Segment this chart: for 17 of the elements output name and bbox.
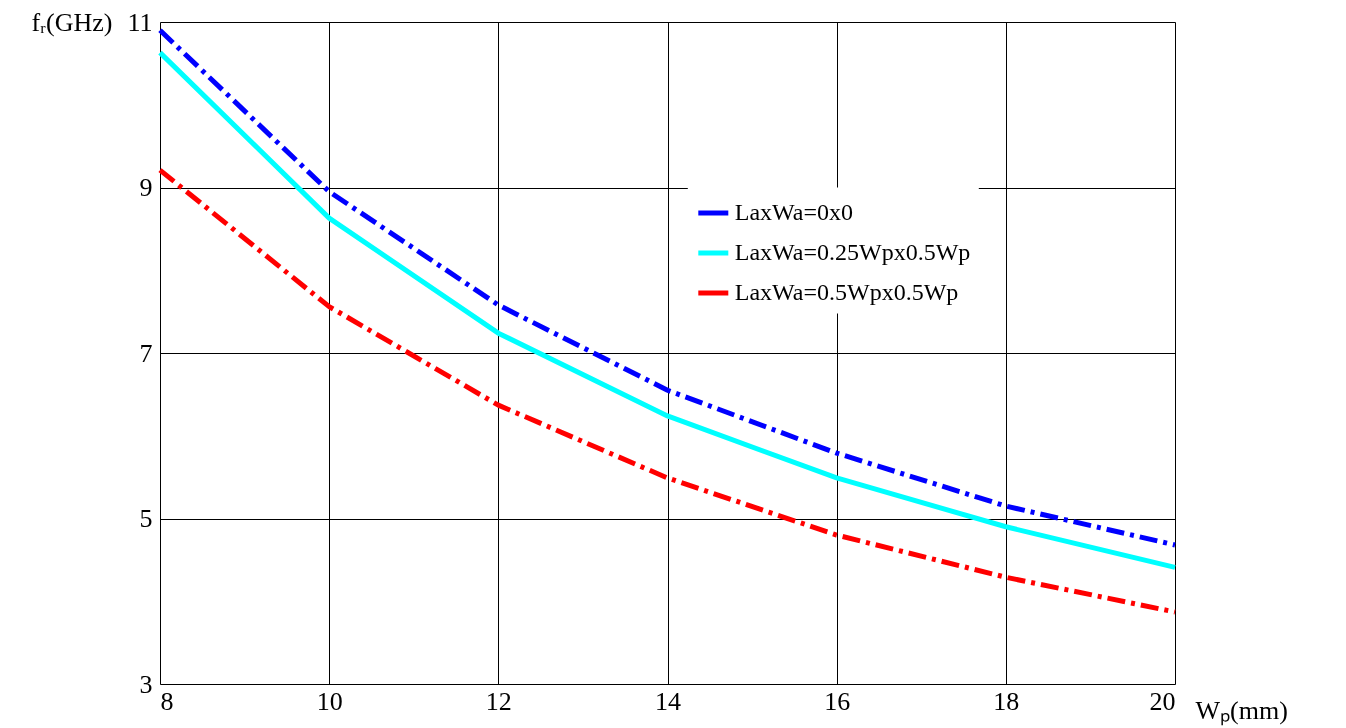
y-tick-label: 7 (139, 338, 153, 368)
x-tick-label: 16 (824, 686, 851, 716)
y-tick-label: 11 (127, 7, 153, 37)
x-tick-label: 8 (160, 686, 174, 716)
x-tick-label: 10 (316, 686, 343, 716)
y-tick-label: 3 (139, 669, 153, 699)
legend-label: LaxWa=0.5Wpx0.5Wp (734, 279, 959, 305)
y-tick-label: 9 (139, 173, 153, 202)
y-tick-label: 5 (139, 504, 153, 533)
x-axis-title: Wₚ(mm) (1195, 695, 1288, 726)
x-tick-label: 20 (1149, 686, 1176, 716)
y-axis-title: fᵣ(GHz) (31, 7, 113, 37)
x-tick-label: 12 (485, 686, 512, 716)
legend-label: LaxWa=0x0 (734, 199, 854, 225)
x-tick-label: 14 (655, 686, 681, 716)
legend-label: LaxWa=0.25Wpx0.5Wp (734, 239, 971, 265)
x-tick-label: 18 (993, 686, 1020, 716)
